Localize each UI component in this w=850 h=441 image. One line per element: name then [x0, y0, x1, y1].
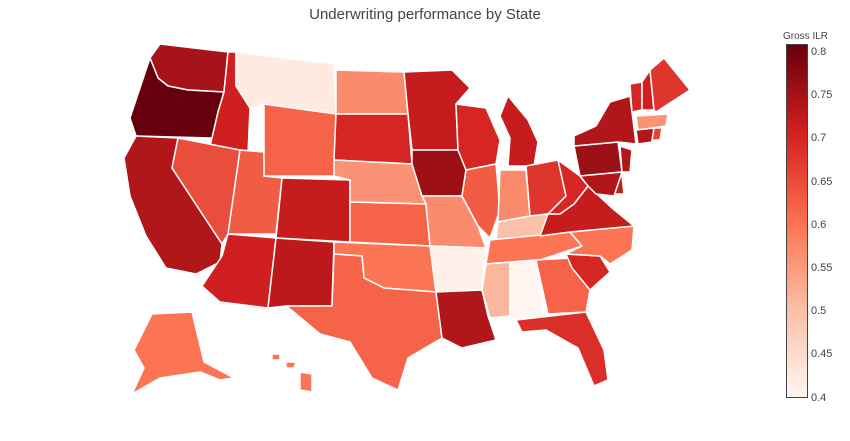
state-il[interactable]: [461, 163, 501, 239]
colorbar-tick-label: 0.6: [811, 218, 827, 231]
state-wi[interactable]: [455, 103, 501, 171]
colorbar-tick-label: 0.8: [811, 46, 827, 59]
colorbar-tick-label: 0.5: [811, 305, 827, 318]
state-in[interactable]: [497, 169, 531, 223]
state-ak[interactable]: [131, 311, 235, 395]
state-mt[interactable]: [235, 51, 337, 115]
state-pa[interactable]: [573, 141, 623, 177]
state-ma[interactable]: [635, 113, 669, 131]
colorbar-tick-label: 0.7: [811, 132, 827, 145]
state-mi[interactable]: [499, 95, 539, 167]
state-me[interactable]: [649, 57, 691, 113]
state-hi[interactable]: [271, 353, 313, 393]
colorbar-title: Gross ILR: [783, 31, 829, 42]
colorbar-tick-label: 0.55: [811, 261, 833, 274]
state-ct[interactable]: [635, 127, 655, 145]
state-nv[interactable]: [171, 137, 241, 245]
state-nd[interactable]: [335, 69, 409, 115]
state-wy[interactable]: [263, 103, 337, 177]
state-fl[interactable]: [515, 311, 609, 387]
state-ny[interactable]: [573, 95, 637, 147]
colorbar-tick-label: 0.4: [811, 391, 827, 404]
state-co[interactable]: [275, 177, 351, 243]
colorbar-tick-label: 0.75: [811, 89, 833, 102]
state-vt[interactable]: [629, 81, 643, 113]
state-nm[interactable]: [267, 237, 335, 309]
state-ms[interactable]: [481, 261, 511, 319]
state-ia[interactable]: [411, 149, 467, 197]
state-ri[interactable]: [651, 127, 663, 141]
state-ks[interactable]: [349, 201, 431, 247]
state-nj[interactable]: [619, 145, 633, 173]
state-ar[interactable]: [429, 245, 487, 293]
state-nc[interactable]: [565, 225, 635, 265]
colorbar: [786, 44, 808, 398]
colorbar-tick-label: 0.65: [811, 175, 833, 188]
state-sd[interactable]: [333, 113, 413, 165]
state-tx[interactable]: [285, 253, 443, 391]
colorbar-tick-label: 0.45: [811, 348, 833, 361]
state-md[interactable]: [579, 171, 623, 197]
chart-title: Underwriting performance by State: [309, 6, 541, 23]
